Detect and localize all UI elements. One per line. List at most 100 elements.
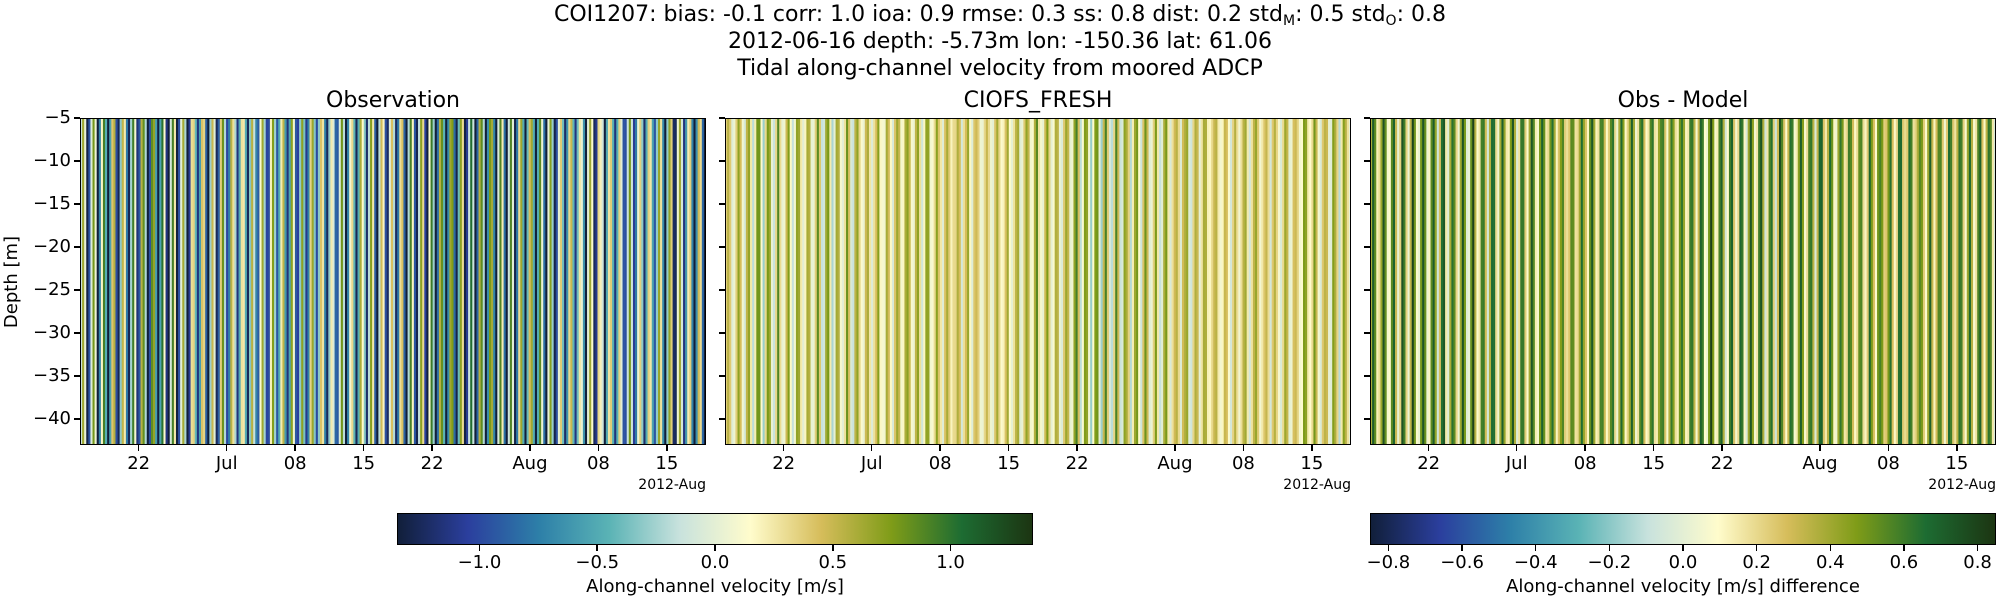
observation-stripe <box>624 118 628 445</box>
observation-stripe <box>568 118 571 445</box>
difference-stripe <box>1632 118 1636 445</box>
model-stripe <box>1100 118 1103 445</box>
difference-stripe <box>1614 118 1617 445</box>
observation-stripe <box>547 118 550 445</box>
model-stripe <box>985 118 989 445</box>
observation-ytick <box>74 117 80 119</box>
difference-stripe <box>1985 118 1988 445</box>
difference-xtick <box>1427 445 1430 451</box>
observation-xtick-label: 22 <box>420 453 444 474</box>
observation-stripe <box>635 118 638 445</box>
difference-colorbar-tick <box>1387 545 1390 551</box>
observation-stripe <box>658 118 661 445</box>
observation-stripe <box>576 118 580 445</box>
difference-stripe <box>1831 118 1834 445</box>
model-stripe <box>1142 118 1145 445</box>
model-stripe <box>1271 118 1275 445</box>
model-stripe <box>1088 118 1091 445</box>
observation-stripe <box>436 118 440 445</box>
observation-stripe <box>664 118 667 445</box>
difference-stripe <box>1718 118 1721 445</box>
difference-stripe <box>1912 118 1915 445</box>
observation-stripe <box>288 118 292 445</box>
model-stripe <box>1140 118 1143 445</box>
observation-stripe <box>365 118 369 445</box>
observation-stripe <box>476 118 479 445</box>
observation-stripe <box>559 118 563 445</box>
observation-stripe <box>130 118 133 445</box>
difference-stripe <box>1388 118 1392 445</box>
model-stripe <box>885 118 889 445</box>
difference-stripe <box>1380 118 1383 445</box>
difference-stripe <box>1793 118 1796 445</box>
observation-stripe <box>290 118 294 445</box>
difference-stripe <box>1697 118 1700 445</box>
observation-stripe <box>570 118 573 445</box>
model-stripe <box>1121 118 1124 445</box>
difference-stripe <box>1524 118 1527 445</box>
difference-stripe <box>1881 118 1884 445</box>
difference-stripe <box>1747 118 1751 445</box>
observation-stripe <box>574 118 577 445</box>
difference-stripe <box>1695 118 1698 445</box>
velocity-colorbar-tick <box>832 545 834 551</box>
observation-stripe <box>703 118 706 445</box>
difference-stripe <box>1676 118 1680 445</box>
difference-colorbar-tick <box>1534 545 1537 551</box>
observation-stripe <box>232 118 235 445</box>
observation-stripe <box>192 118 196 445</box>
difference-stripe <box>1979 118 1982 445</box>
difference-stripe <box>1409 118 1413 445</box>
model-stripe <box>762 118 765 445</box>
model-stripe <box>1317 118 1320 445</box>
observation-stripe <box>301 118 304 445</box>
observation-stripe <box>161 118 164 445</box>
difference-stripe <box>1507 118 1511 445</box>
difference-stripe <box>1440 118 1444 445</box>
observation-stripe <box>347 118 350 445</box>
observation-stripe <box>397 118 400 445</box>
observation-stripe <box>217 118 221 445</box>
model-stripe <box>1225 118 1229 445</box>
model-stripe <box>862 118 866 445</box>
model-stripe <box>1342 118 1346 445</box>
difference-stripe <box>1680 118 1684 445</box>
observation-stripe <box>125 118 129 445</box>
difference-stripe <box>1455 118 1458 445</box>
model-frame <box>725 118 1351 445</box>
observation-stripe <box>84 118 87 445</box>
observation-stripe <box>355 118 358 445</box>
model-stripe <box>964 118 968 445</box>
observation-stripe <box>353 118 356 445</box>
model-stripe <box>1065 118 1068 445</box>
model-stripe <box>1307 118 1310 445</box>
difference-stripe <box>1916 118 1920 445</box>
difference-stripe <box>1791 118 1794 445</box>
model-stripe <box>1096 118 1099 445</box>
difference-stripe <box>1497 118 1500 445</box>
difference-stripe <box>1993 118 1996 445</box>
model-stripe <box>1027 118 1030 445</box>
observation-stripe <box>363 118 367 445</box>
model-stripe <box>1219 118 1222 445</box>
model-stripe <box>1248 118 1252 445</box>
observation-stripe <box>518 118 521 445</box>
observation-stripe <box>480 118 484 445</box>
difference-stripe <box>1693 118 1696 445</box>
difference-stripe <box>1948 118 1951 445</box>
model-stripe <box>971 118 974 445</box>
model-stripe <box>1004 118 1007 445</box>
observation-stripe <box>407 118 410 445</box>
observation-stripe <box>572 118 575 445</box>
observation-stripe <box>655 118 659 445</box>
model-stripe <box>1242 118 1245 445</box>
model-xtick-label: 15 <box>997 453 1021 474</box>
observation-ytick <box>74 246 80 248</box>
model-stripe <box>1311 118 1314 445</box>
model-stripe <box>791 118 795 445</box>
model-stripe <box>1238 118 1241 445</box>
observation-stripe <box>549 118 552 445</box>
observation-stripe <box>203 118 206 445</box>
difference-colorbar-label: Along-channel velocity [m/s] difference <box>1506 576 1860 597</box>
observation-stripe <box>660 118 663 445</box>
